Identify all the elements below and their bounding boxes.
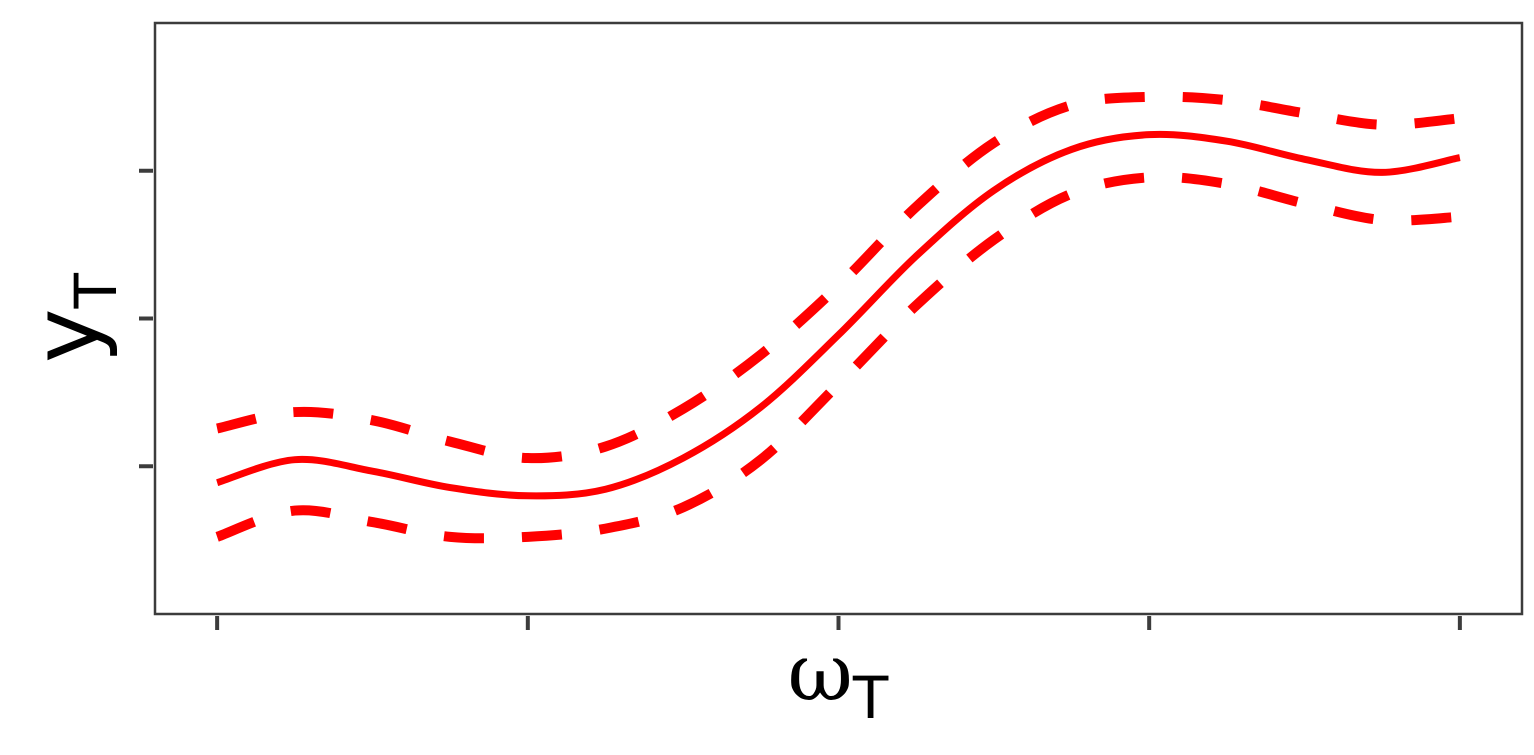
series-line-lower-bound (215, 171, 1461, 544)
series-line-mean (216, 130, 1461, 500)
x-axis-label-subscript: T (852, 664, 889, 732)
plot-frame (153, 21, 1524, 616)
y-axis-label-symbol: y (13, 308, 120, 362)
y-axis-label-subscript: T (62, 272, 130, 309)
y-axis-label: yT (13, 272, 130, 362)
series-layer (215, 91, 1461, 544)
x-axis-label-symbol: ω (788, 626, 853, 719)
x-axis-ticks (215, 616, 1462, 630)
x-axis-label: ωT (788, 626, 889, 732)
y-axis-ticks (139, 168, 153, 469)
